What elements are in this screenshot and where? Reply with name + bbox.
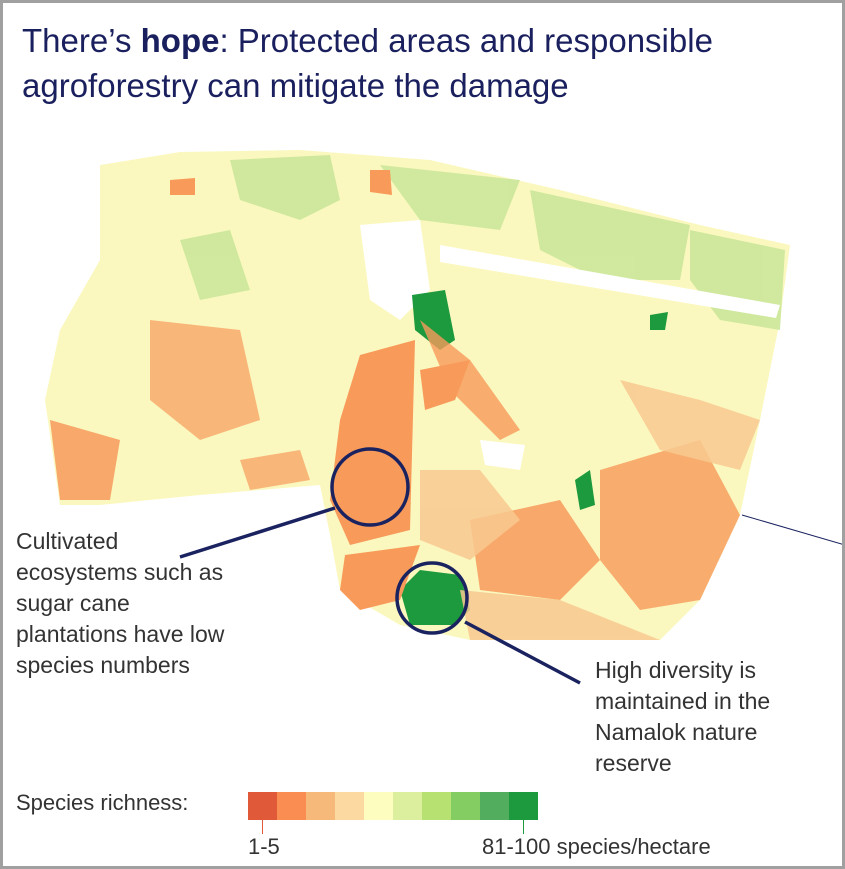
legend-swatch xyxy=(306,792,335,820)
legend-swatch xyxy=(509,792,538,820)
light-orange-patches xyxy=(420,380,760,640)
title-emphasis: hope xyxy=(140,22,220,59)
legend-swatch xyxy=(364,792,393,820)
legend-label: Species richness: xyxy=(16,790,189,815)
callout-line-reserve xyxy=(464,620,581,685)
page-title: There’s hope: Protected areas and respon… xyxy=(22,22,713,104)
legend-swatch xyxy=(248,792,277,820)
annotation-reserve: High diversity is maintained in the Nama… xyxy=(595,657,771,776)
legend-swatch xyxy=(422,792,451,820)
thin-boundary-line xyxy=(741,514,845,546)
callout-circle-cultivated xyxy=(330,447,410,527)
callout-circle-reserve xyxy=(395,561,469,635)
legend-tick-low xyxy=(262,820,263,834)
legend-tick-high xyxy=(523,820,524,834)
legend-swatch xyxy=(335,792,364,820)
white-gaps xyxy=(360,220,780,470)
legend-swatch xyxy=(277,792,306,820)
legend-high-label: 81-100 species/hectare xyxy=(482,834,711,859)
legend-swatch xyxy=(480,792,509,820)
legend-low-label: 1-5 xyxy=(248,834,280,859)
annotation-cultivated: Cultivated ecosystems such as sugar cane… xyxy=(16,528,225,678)
legend-swatch xyxy=(393,792,422,820)
callout-line-cultivated xyxy=(179,506,336,559)
legend-swatch xyxy=(451,792,480,820)
dark-green-patches xyxy=(400,290,668,625)
green-patches-north xyxy=(180,155,785,330)
